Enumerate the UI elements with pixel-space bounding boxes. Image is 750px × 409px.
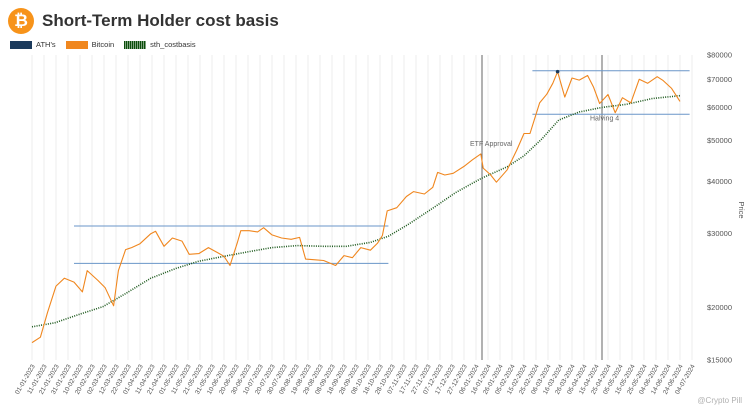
y-tick-label: $60000 [707, 103, 732, 112]
chart-title: Short-Term Holder cost basis [42, 11, 279, 30]
y-tick-label: $20000 [707, 303, 732, 312]
legend-swatch-sth [124, 40, 147, 49]
legend-label-sth: sth_costbasis [150, 40, 196, 49]
legend-swatch-bitcoin [65, 40, 88, 49]
y-tick-label: $15000 [707, 356, 732, 365]
chart-legend: ATH's Bitcoin sth_costbasis [10, 40, 206, 49]
legend-label-bitcoin: Bitcoin [91, 40, 115, 49]
chart-header: ₿ Short-Term Holder cost basis [8, 8, 279, 34]
y-tick-label: $30000 [707, 229, 732, 238]
bitcoin-icon: ₿ [8, 8, 34, 34]
ath-point [555, 69, 560, 74]
watermark: @Crypto Pill [697, 396, 742, 405]
legend-swatch-ath [10, 40, 32, 49]
y-tick-label: $40000 [707, 177, 732, 186]
event-marker-label: ETF Approval [470, 141, 513, 148]
event-marker-label: Halving 4 [590, 116, 619, 123]
sth-costbasis-line [31, 94, 681, 328]
legend-item-bitcoin[interactable]: Bitcoin [65, 40, 115, 49]
y-axis-label: Price [737, 201, 746, 218]
y-tick-label: $80000 [707, 51, 732, 60]
bitcoin-price-line [31, 71, 681, 344]
y-tick-label: $70000 [707, 75, 732, 84]
y-tick-label: $50000 [707, 136, 732, 145]
legend-item-sth[interactable]: sth_costbasis [124, 40, 196, 49]
legend-label-ath: ATH's [36, 40, 56, 49]
legend-item-ath[interactable]: ATH's [10, 40, 56, 49]
